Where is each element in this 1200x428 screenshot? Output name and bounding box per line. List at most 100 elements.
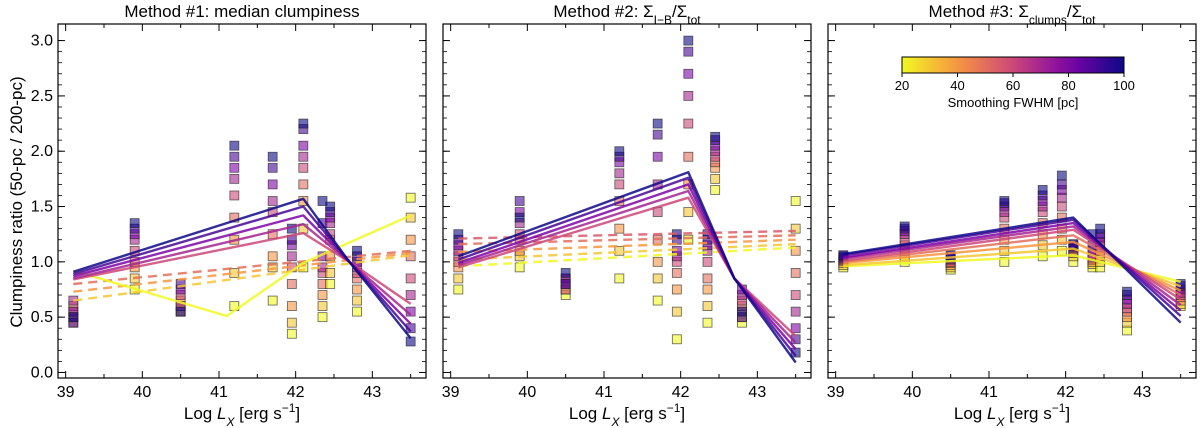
fit-lines xyxy=(457,170,797,364)
scatter-point xyxy=(68,312,79,323)
y-axis-label: Clumpiness ratio (50-pc / 200-pc) xyxy=(7,76,26,327)
plot-frame xyxy=(57,23,427,379)
fit-lines xyxy=(72,197,412,339)
scatter-point xyxy=(671,284,682,295)
scatter-point xyxy=(652,295,663,306)
fit-line-dashed xyxy=(73,249,411,286)
scatter-point xyxy=(737,306,747,317)
scatter-point xyxy=(229,140,240,151)
scatter-point xyxy=(317,290,328,300)
scatter-point xyxy=(286,317,297,328)
scatter-point xyxy=(652,118,663,129)
scatter-point xyxy=(1056,201,1067,212)
scatter-point xyxy=(453,273,464,284)
scatter-point xyxy=(945,250,956,261)
scatter-point xyxy=(229,212,240,223)
scatter-point xyxy=(267,179,278,190)
x-axis-label: Log LX [erg s−1] xyxy=(184,401,300,428)
scatter-point xyxy=(1056,179,1067,190)
scatter-point xyxy=(683,151,694,162)
panel-3: Method #3: Σclumps/Σtot 39 40 41 42 43 Log LX … xyxy=(827,2,1197,428)
fit-line-solid xyxy=(843,218,1182,317)
scatter-point xyxy=(1056,170,1067,181)
scatter-points xyxy=(68,118,416,347)
fit-line-solid xyxy=(72,205,412,333)
scatter-point xyxy=(790,290,801,300)
x-tick-label: 42 xyxy=(1057,384,1075,401)
scatter-point xyxy=(652,151,663,162)
scatter-point xyxy=(325,268,336,278)
fit-line-dashed xyxy=(458,246,796,268)
scatter-point xyxy=(702,273,713,284)
scatter-point xyxy=(352,284,362,295)
scatter-point xyxy=(1037,185,1048,195)
panel-2: Method #2: ΣI−B/Σtot 39 40 41 42 43 Log LX [er… xyxy=(442,2,812,428)
scatter-point xyxy=(514,262,525,273)
x-tick-label: 39 xyxy=(57,384,75,401)
colorbar-tick-label: 80 xyxy=(1061,78,1075,93)
colorbar-gradient xyxy=(901,56,1125,74)
x-axis-label: Log LX [erg s−1] xyxy=(569,401,685,428)
scatter-point xyxy=(790,323,801,334)
scatter-point xyxy=(652,129,663,140)
scatter-point xyxy=(790,223,801,234)
scatter-point xyxy=(317,312,328,323)
x-tick-label: 39 xyxy=(442,384,460,401)
scatter-point xyxy=(514,196,525,206)
scatter-point xyxy=(652,273,663,284)
y-tick-label: 1.0 xyxy=(31,254,53,271)
y-tick-label: 0.0 xyxy=(31,364,53,381)
colorbar: 20 40 60 80 100 Smoothing FWHM [pc] xyxy=(895,56,1135,110)
colorbar-label: Smoothing FWHM [pc] xyxy=(948,95,1079,110)
scatter-point xyxy=(683,91,694,101)
fit-line-solid xyxy=(72,214,412,325)
fit-line-solid xyxy=(73,231,412,305)
x-tick-label: 42 xyxy=(287,384,305,401)
scatter-point xyxy=(614,245,625,256)
scatter-point xyxy=(352,295,362,306)
scatter-point xyxy=(352,245,362,256)
scatter-point xyxy=(683,35,694,46)
panel-title: Method #2: ΣI−B/Σtot xyxy=(553,2,701,27)
scatter-point xyxy=(710,131,721,142)
fit-line-dashed xyxy=(458,234,796,246)
scatter-point xyxy=(560,279,571,289)
scatter-point xyxy=(999,245,1010,256)
scatter-point xyxy=(286,251,297,262)
scatter-point xyxy=(710,185,721,195)
scatter-point xyxy=(514,212,525,223)
plot-frame xyxy=(827,23,1197,379)
scatter-point xyxy=(229,173,240,184)
scatter-point xyxy=(683,118,694,129)
scatter-point xyxy=(683,46,694,57)
colorbar-tick-label: 60 xyxy=(1006,78,1020,93)
scatter-point xyxy=(229,190,240,201)
scatter-point xyxy=(267,151,278,162)
scatter-point xyxy=(175,306,186,317)
x-tick-label: 43 xyxy=(748,384,766,401)
scatter-point xyxy=(317,301,328,311)
x-tick-label: 40 xyxy=(903,384,921,401)
scatter-point xyxy=(267,162,278,173)
scatter-point xyxy=(405,192,416,203)
scatter-point xyxy=(405,234,416,245)
colorbar-tick-label: 40 xyxy=(950,78,964,93)
scatter-point xyxy=(702,301,713,311)
y-tick-label: 2.5 xyxy=(31,88,53,105)
scatter-point xyxy=(298,140,309,151)
scatter-point xyxy=(298,118,309,129)
scatter-point xyxy=(1122,286,1132,297)
scatter-point xyxy=(286,301,297,311)
scatter-point xyxy=(129,218,140,229)
scatter-point xyxy=(614,179,625,190)
colorbar-tick-label: 20 xyxy=(895,78,909,93)
scatter-points xyxy=(453,35,801,358)
panels: Method #1: median clumpiness 39 40 41 42 43 Lo… xyxy=(31,2,1197,428)
scatter-point xyxy=(325,201,336,212)
scatter-point xyxy=(999,196,1010,206)
scatter-point xyxy=(298,162,309,173)
scatter-point xyxy=(1095,223,1106,234)
fit-line-solid xyxy=(843,228,1182,301)
scatter-point xyxy=(614,168,625,179)
scatter-point xyxy=(790,306,801,317)
